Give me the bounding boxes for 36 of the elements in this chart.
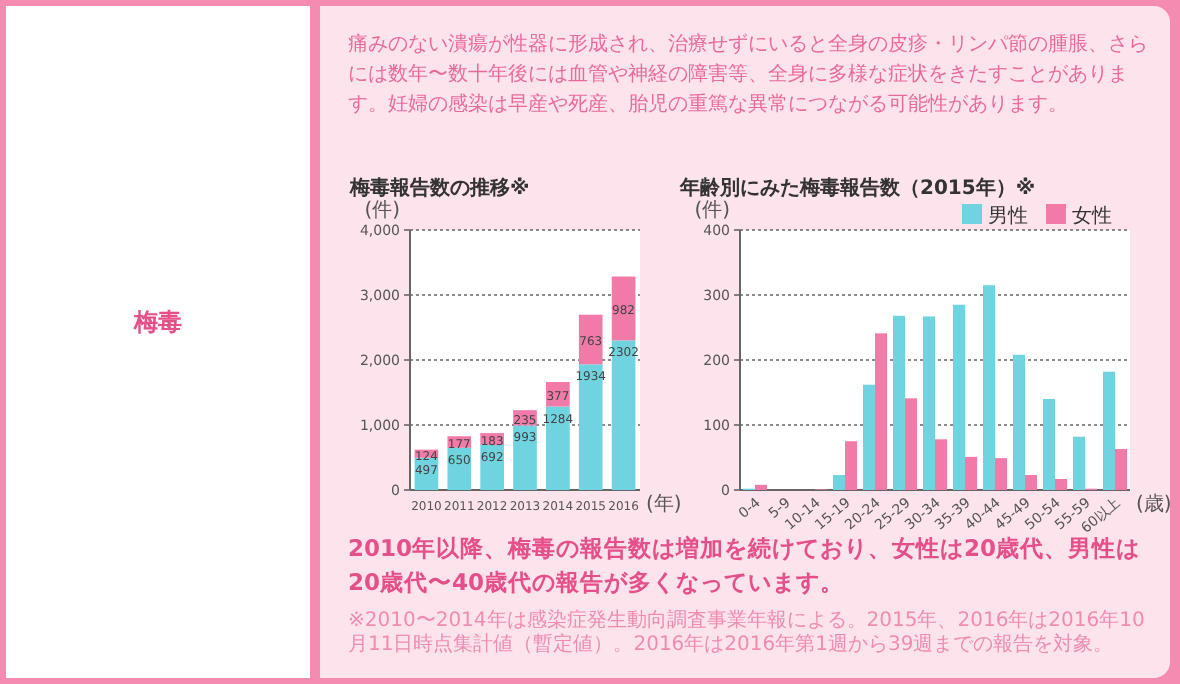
bar: [923, 316, 935, 490]
text: 梅毒: [131, 306, 184, 340]
y-axis-title: (件): [694, 200, 731, 222]
bar: [893, 315, 905, 490]
bar: [935, 439, 947, 490]
legend-label: 女性: [1072, 204, 1112, 228]
legend-label: 男性: [988, 204, 1028, 228]
x-axis-title: (歳): [1136, 492, 1172, 516]
bar: [1025, 475, 1037, 490]
chart-title: 梅毒報告数の推移※: [348, 176, 530, 200]
bar: [755, 484, 767, 490]
y-axis-title: (件): [364, 200, 401, 222]
bar: [833, 475, 845, 490]
bar: [953, 304, 965, 490]
bar: [578, 364, 603, 490]
bar: [995, 458, 1007, 490]
bar: [513, 425, 537, 490]
text: 痛みのない潰瘍が性器に形成され、治療せずにいると全身の皮疹・リンパ節の腫脹、さらには数年〜数十年後には血管や神経の障害等、全身に多様な症状をきたすことがあります。妊婦の感染は早産や死産、胎児の重篤な異常につながる可能性があります。: [348, 31, 1148, 120]
bar: [578, 314, 603, 365]
bar: [863, 384, 875, 490]
bar: [1073, 436, 1085, 490]
bar: [905, 398, 917, 490]
text: ※2010〜2014年は感染症発生動向調査事業年報による。2015年、2016年は2016年10月11日時点集計値（暫定値）。2016年は2016年第1週から39週までの報告を対象。: [348, 610, 1147, 658]
bar: [845, 441, 857, 490]
bar: [875, 333, 887, 490]
bar: [1115, 449, 1127, 490]
bar: [611, 340, 636, 490]
x-axis-title: (年): [646, 492, 682, 516]
bar: [965, 456, 977, 490]
bar: [1055, 478, 1067, 490]
bar: [983, 285, 995, 490]
bar: [1013, 354, 1025, 490]
text: 2010年以降、梅毒の報告数は増加を続けており、女性は20歳代、男性は20歳代〜40歳代の報告が多くなっています。: [348, 532, 1143, 600]
bar: [1103, 371, 1115, 490]
bar: [1043, 399, 1055, 490]
chart-title: 年齢別にみた梅毒報告数（2015年）※: [678, 176, 1036, 200]
